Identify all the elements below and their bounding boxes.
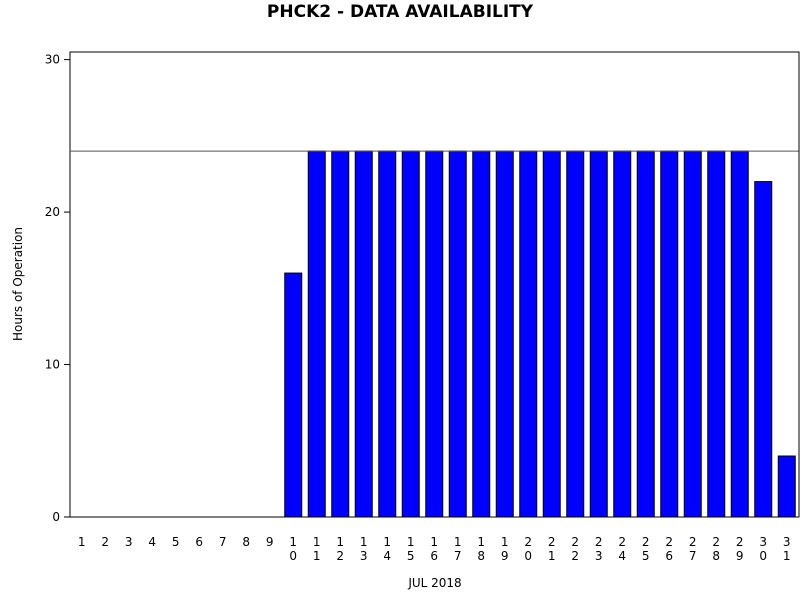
x-tick-label: 8	[242, 535, 250, 549]
x-tick-label: 9	[266, 535, 274, 549]
bar	[613, 150, 632, 518]
bar	[777, 455, 796, 518]
x-tick-label: 5	[172, 535, 180, 549]
bar	[284, 272, 303, 518]
y-tick-label: 30	[45, 53, 60, 67]
bar	[754, 181, 773, 518]
y-tick-label: 20	[45, 205, 60, 219]
x-axis-label: JUL 2018	[407, 576, 461, 590]
chart-title: PHCK2 - DATA AVAILABILITY	[267, 2, 534, 22]
x-tick-label: 7	[219, 535, 227, 549]
bar	[683, 150, 702, 518]
bar	[331, 150, 350, 518]
x-tick-label: 4	[148, 535, 156, 549]
bar	[566, 150, 585, 518]
x-tick-label: 1	[78, 535, 86, 549]
bar	[636, 150, 655, 518]
bar	[354, 150, 373, 518]
bar	[542, 150, 561, 518]
bar	[307, 150, 326, 518]
bar	[660, 150, 679, 518]
bar	[707, 150, 726, 518]
bar	[378, 150, 397, 518]
bar	[425, 150, 444, 518]
x-tick-label: 6	[195, 535, 203, 549]
y-tick-label: 10	[45, 358, 60, 372]
x-tick-label: 3	[125, 535, 133, 549]
bar	[519, 150, 538, 518]
bar	[472, 150, 491, 518]
y-tick-label: 0	[52, 510, 60, 524]
bar	[401, 150, 420, 518]
bar	[730, 150, 749, 518]
bar	[589, 150, 608, 518]
y-axis-label: Hours of Operation	[11, 227, 25, 341]
bar	[495, 150, 514, 518]
x-tick-label: 2	[101, 535, 109, 549]
bar	[448, 150, 467, 518]
